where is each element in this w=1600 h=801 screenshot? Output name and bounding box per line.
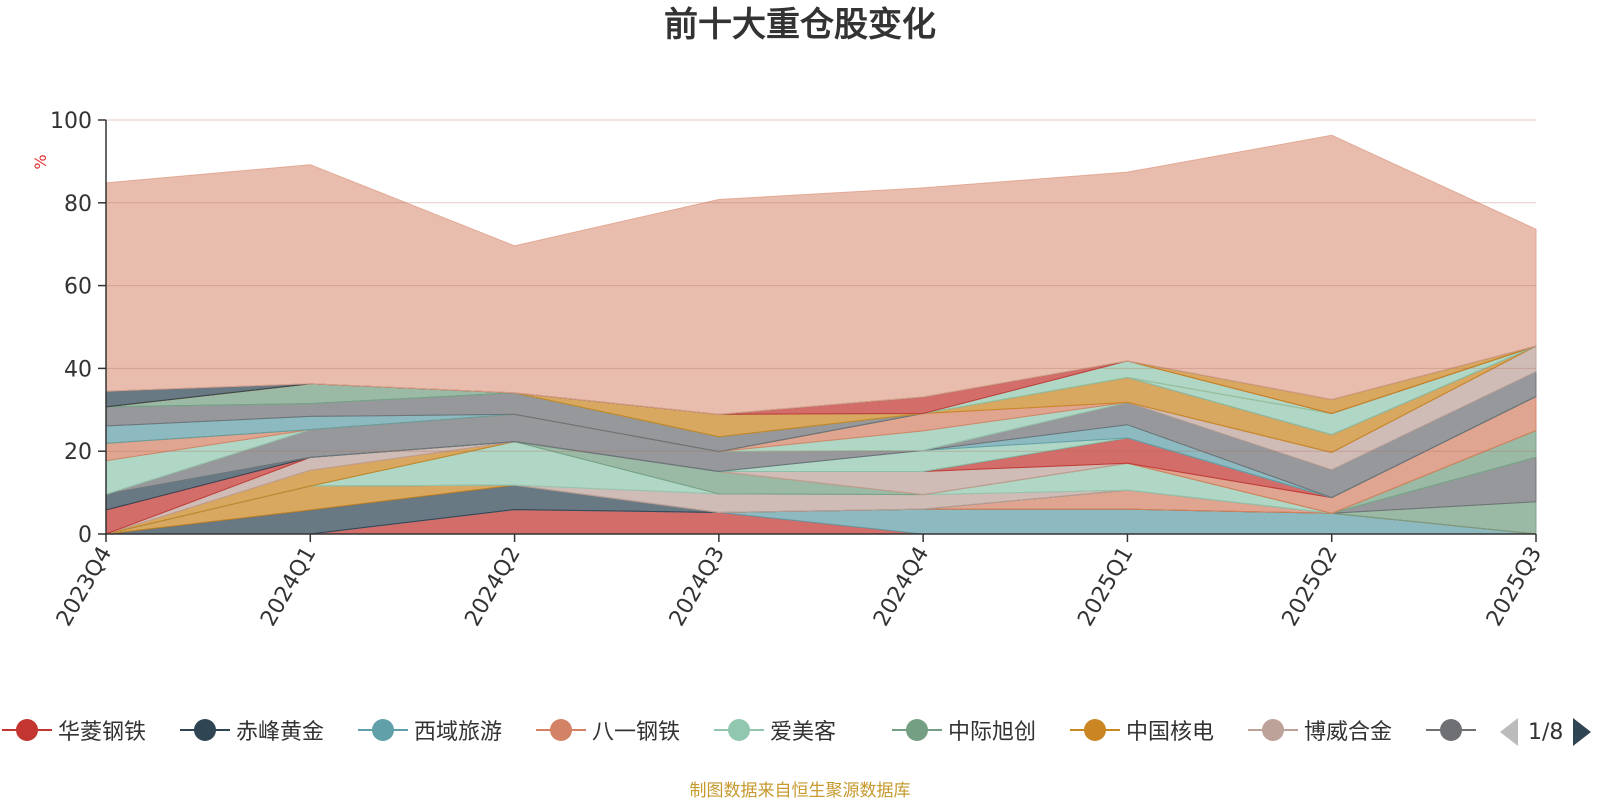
legend-item[interactable]: 博威合金 [1248,712,1392,748]
legend-marker-icon [892,712,942,748]
legend-item[interactable]: 洛阳钼业 [1426,712,1480,748]
x-tick-label: 2024Q3 [665,543,730,631]
legend: 华菱钢铁 赤峰黄金 西域旅游 八一钢铁 爱美客 中际旭创 中国核电 博威合金 洛阳钼业 [0,712,1600,752]
legend-label: 中国核电 [1126,720,1215,745]
x-tick-label: 2024Q2 [460,543,525,631]
x-tick-label: 2025Q2 [1278,543,1343,631]
legend-marker-icon [2,712,52,748]
legend-pager: 1/8 [1500,718,1592,746]
grid-lines [106,119,1536,452]
legend-label: 赤峰黄金 [236,720,325,745]
legend-prev-page-icon[interactable] [1500,718,1518,746]
legend-items: 华菱钢铁 赤峰黄金 西域旅游 八一钢铁 爱美客 中际旭创 中国核电 博威合金 洛阳钼业 [0,712,1480,752]
x-tick-label: 2025Q3 [1482,543,1547,631]
legend-marker-icon [358,712,408,748]
x-tick-label: 2023Q4 [52,543,117,631]
legend-marker-icon [1426,712,1476,748]
area-layers [105,134,1537,535]
legend-marker-icon [1070,712,1120,748]
legend-page-indicator: 1/8 [1528,719,1564,745]
legend-item[interactable]: 华菱钢铁 [2,712,146,748]
legend-label: 华菱钢铁 [58,720,147,745]
y-tick-label: 60 [64,275,92,300]
y-tick-label: 100 [50,109,92,134]
x-tick-label: 2024Q4 [869,543,934,631]
y-tick-label: 0 [78,523,92,548]
area-series-39 [105,134,1537,415]
y-axis-label: % [31,154,50,169]
legend-marker-icon [536,712,586,748]
legend-label: 八一钢铁 [592,720,681,745]
legend-item[interactable]: 中国核电 [1070,712,1214,748]
legend-label: 爱美客 [770,720,837,745]
legend-item[interactable]: 西域旅游 [358,712,502,748]
x-tick-label: 2024Q1 [256,543,321,631]
y-tick-label: 20 [64,440,92,465]
legend-marker-icon [180,712,230,748]
legend-label: 博威合金 [1304,720,1393,745]
y-tick-label: 40 [64,357,92,382]
legend-next-page-icon[interactable] [1573,718,1592,746]
legend-label: 中际旭创 [948,720,1037,745]
legend-label: 西域旅游 [414,720,503,745]
legend-item[interactable]: 八一钢铁 [536,712,680,748]
legend-marker-icon [714,712,764,748]
data-source-note: 制图数据来自恒生聚源数据库 [689,781,911,801]
legend-marker-icon [1248,712,1298,748]
legend-item[interactable]: 中际旭创 [892,712,1036,748]
legend-item[interactable]: 赤峰黄金 [180,712,324,748]
legend-item[interactable]: 爱美客 [714,712,836,748]
y-tick-label: 80 [64,192,92,217]
x-tick-label: 2025Q1 [1073,543,1138,631]
chart-title: 前十大重仓股变化 [664,5,936,45]
